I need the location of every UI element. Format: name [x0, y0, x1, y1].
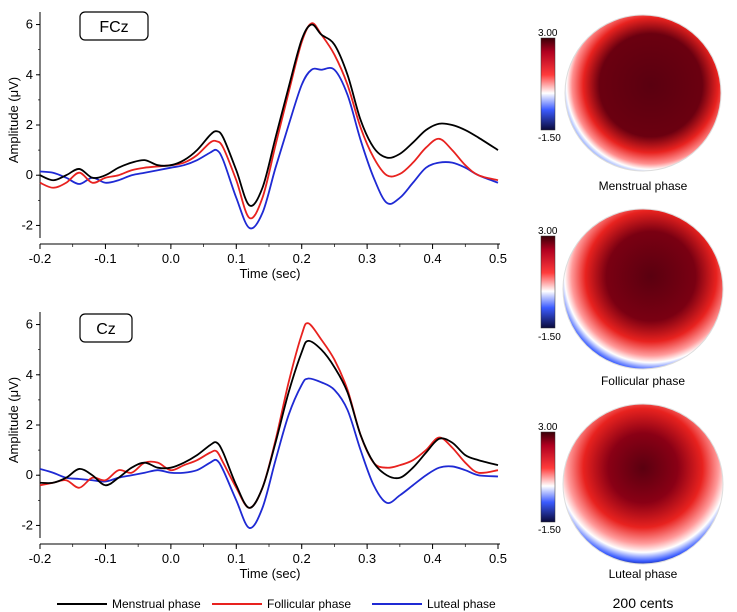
legend: Menstrual phase Follicular phase Luteal …	[57, 597, 496, 611]
x-tick-label: 0.3	[358, 551, 376, 566]
y-tick-label: 6	[26, 17, 33, 32]
y-axis-label: Amplitude (μV)	[6, 377, 21, 463]
series-line-luteal-phase	[39, 377, 499, 529]
topomap-follicular: 3.00 -1.50 Follicular phase	[538, 208, 724, 388]
series-line-menstrual-phase	[39, 23, 499, 207]
colorbar-max: 3.00	[538, 28, 558, 39]
y-tick-label: 4	[26, 67, 33, 82]
panel-label: FCz	[99, 19, 128, 36]
x-axis-label: Time (sec)	[240, 566, 301, 581]
legend-label-menstrual: Menstrual phase	[112, 597, 201, 611]
erp-panel-cz: Cz Amplitude (μV) Time (sec) -2 0 2 4 6 -0.2 -…	[6, 312, 507, 581]
y-tick-label: 2	[26, 417, 33, 432]
y-tick-label: 6	[26, 317, 33, 332]
y-tick-label: 2	[26, 117, 33, 132]
series-line-luteal-phase	[39, 67, 499, 230]
colorbar-min: -1.50	[538, 133, 561, 144]
erp-panel-fcz: FCz Amplitude (μV) Time (sec) -2 0 2 4 6 -0.2…	[6, 11, 507, 281]
x-tick-label: -0.2	[29, 251, 51, 266]
x-tick-label: 0.5	[489, 551, 507, 566]
x-tick-label: 0.0	[162, 551, 180, 566]
x-tick-label: -0.1	[94, 551, 116, 566]
x-axis-label: Time (sec)	[240, 266, 301, 281]
scalp-map	[562, 403, 724, 565]
panel-label-box	[79, 313, 133, 343]
legend-label-follicular: Follicular phase	[267, 597, 351, 611]
y-tick-label: -2	[21, 517, 33, 532]
x-tick-label: -0.2	[29, 551, 51, 566]
x-tick-label: 0.0	[162, 251, 180, 266]
scale-note: 200 cents	[613, 595, 674, 611]
panel-label: Cz	[96, 321, 116, 338]
series-line-follicular-phase	[39, 22, 499, 220]
x-tick-label: 0.3	[358, 251, 376, 266]
colorbar	[540, 37, 556, 131]
colorbar	[540, 431, 556, 523]
topomap-menstrual: 3.00 -1.50 Menstrual phase	[538, 14, 722, 193]
x-tick-label: 0.4	[424, 251, 442, 266]
legend-label-luteal: Luteal phase	[427, 597, 496, 611]
colorbar-max: 3.00	[538, 226, 558, 237]
scalp-map	[564, 14, 722, 172]
x-tick-label: 0.2	[293, 551, 311, 566]
y-axis-label: Amplitude (μV)	[6, 77, 21, 163]
colorbar-min: -1.50	[538, 525, 561, 536]
x-tick-label: 0.1	[227, 251, 245, 266]
y-tick-label: 0	[26, 467, 33, 482]
y-tick-label: -2	[21, 217, 33, 232]
x-tick-label: 0.4	[424, 551, 442, 566]
scalp-map	[562, 208, 724, 370]
x-tick-label: 0.2	[293, 251, 311, 266]
topomap-caption: Follicular phase	[601, 374, 685, 388]
y-tick-label: 0	[26, 167, 33, 182]
panel-label-box	[79, 11, 149, 41]
x-tick-label: 0.5	[489, 251, 507, 266]
y-tick-label: 4	[26, 367, 33, 382]
topomap-caption: Menstrual phase	[599, 179, 688, 193]
colorbar-max: 3.00	[538, 422, 558, 433]
topomap-caption: Luteal phase	[609, 567, 678, 581]
x-tick-label: 0.1	[227, 551, 245, 566]
colorbar	[540, 235, 556, 329]
colorbar-min: -1.50	[538, 332, 561, 343]
series-line-menstrual-phase	[39, 339, 499, 509]
x-tick-label: -0.1	[94, 251, 116, 266]
topomap-luteal: 3.00 -1.50 Luteal phase	[538, 403, 724, 581]
